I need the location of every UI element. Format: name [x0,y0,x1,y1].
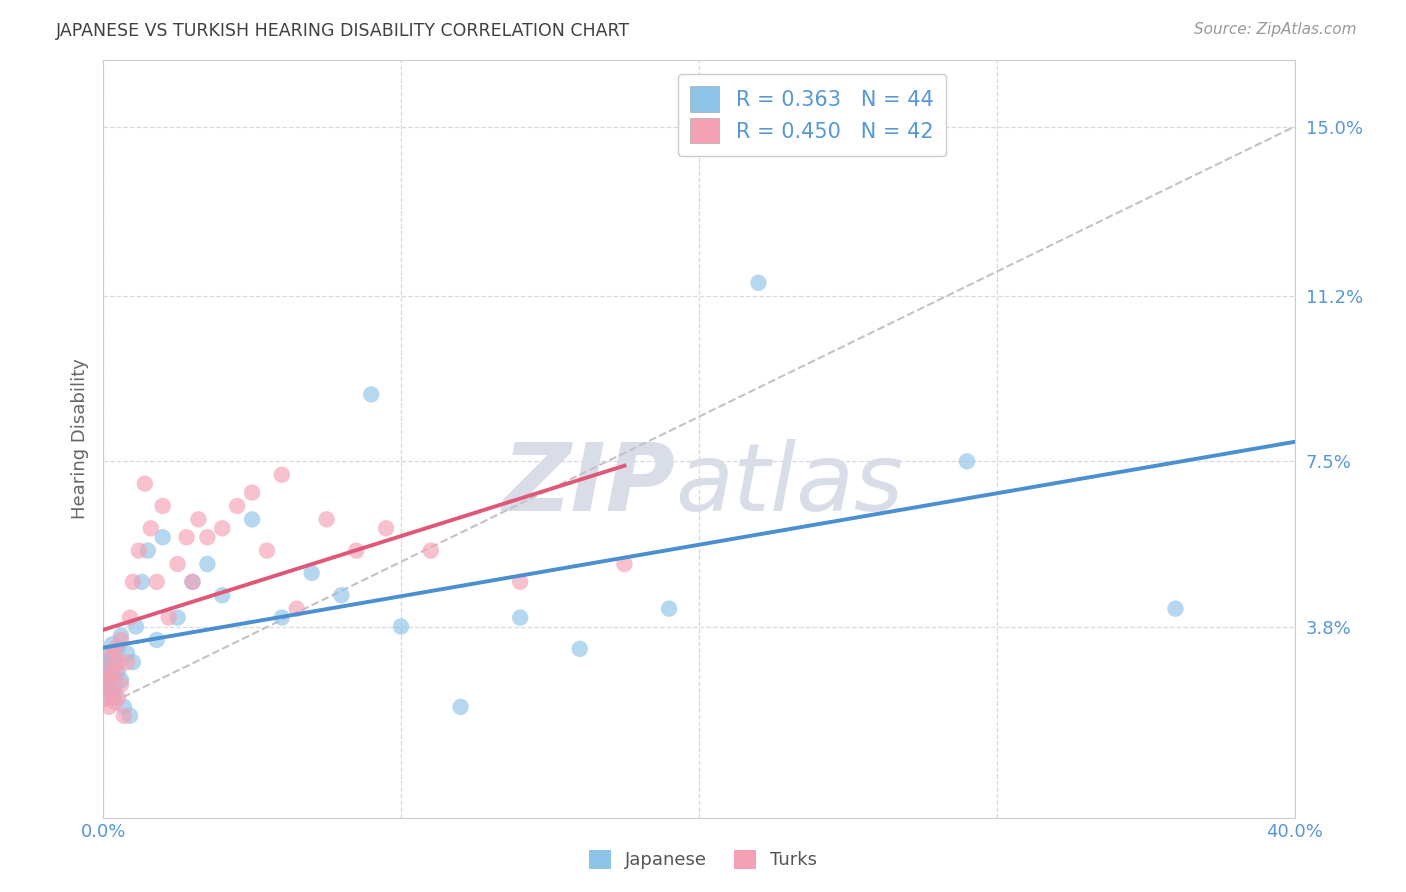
Point [270,610,292,624]
Point [94,655,117,669]
Point [101,668,124,682]
Point [101,637,124,651]
Point [107,664,129,678]
Point [315,512,337,526]
Point [115,646,138,660]
Point [104,641,127,656]
Point [107,690,129,705]
Point [152,499,174,513]
Point [118,610,141,624]
Point [112,708,135,723]
Point [98,646,121,660]
Point [157,610,180,624]
Text: atlas: atlas [675,439,903,530]
Point [330,588,353,602]
Point [110,677,132,691]
Point [101,690,124,705]
Point [107,655,129,669]
Point [101,686,124,700]
Point [197,557,219,571]
Point [240,485,263,500]
Y-axis label: Hearing Disability: Hearing Disability [72,359,89,519]
Point [568,641,591,656]
Point [450,699,472,714]
Point [122,655,145,669]
Point [101,650,124,665]
Point [181,574,204,589]
Point [112,699,135,714]
Text: ZIP: ZIP [502,439,675,531]
Point [344,543,367,558]
Point [110,632,132,647]
Point [101,668,124,682]
Point [107,641,129,656]
Point [98,677,121,691]
Point [389,619,412,633]
Point [110,673,132,687]
Point [419,543,441,558]
Point [104,686,127,700]
Point [176,530,198,544]
Point [166,610,188,624]
Point [94,677,117,691]
Point [181,574,204,589]
Point [94,664,117,678]
Point [360,387,382,401]
Point [187,512,209,526]
Point [211,588,233,602]
Point [166,557,188,571]
Point [104,655,127,669]
Point [256,543,278,558]
Point [122,574,145,589]
Point [240,512,263,526]
Point [131,574,153,589]
Point [98,673,121,687]
Point [139,521,162,535]
Point [509,574,531,589]
Point [128,543,150,558]
Point [226,499,249,513]
Point [375,521,398,535]
Point [747,276,769,290]
Point [101,646,124,660]
Point [98,699,121,714]
Point [301,566,323,580]
Point [136,543,159,558]
Point [197,530,219,544]
Point [134,476,156,491]
Point [110,628,132,642]
Point [145,632,167,647]
Point [125,619,148,633]
Point [285,601,308,615]
Point [115,655,138,669]
Point [94,673,117,687]
Point [98,659,121,673]
Legend: R = 0.363   N = 44, R = 0.450   N = 42: R = 0.363 N = 44, R = 0.450 N = 42 [678,74,946,156]
Point [145,574,167,589]
Point [94,690,117,705]
Point [104,664,127,678]
Point [152,530,174,544]
Legend: Japanese, Turks: Japanese, Turks [579,841,827,879]
Point [104,677,127,691]
Point [270,467,292,482]
Point [98,659,121,673]
Point [1164,601,1187,615]
Point [509,610,531,624]
Point [118,708,141,723]
Point [211,521,233,535]
Text: Source: ZipAtlas.com: Source: ZipAtlas.com [1194,22,1357,37]
Point [613,557,636,571]
Point [104,695,127,709]
Text: JAPANESE VS TURKISH HEARING DISABILITY CORRELATION CHART: JAPANESE VS TURKISH HEARING DISABILITY C… [56,22,630,40]
Point [956,454,979,468]
Point [98,681,121,696]
Point [658,601,681,615]
